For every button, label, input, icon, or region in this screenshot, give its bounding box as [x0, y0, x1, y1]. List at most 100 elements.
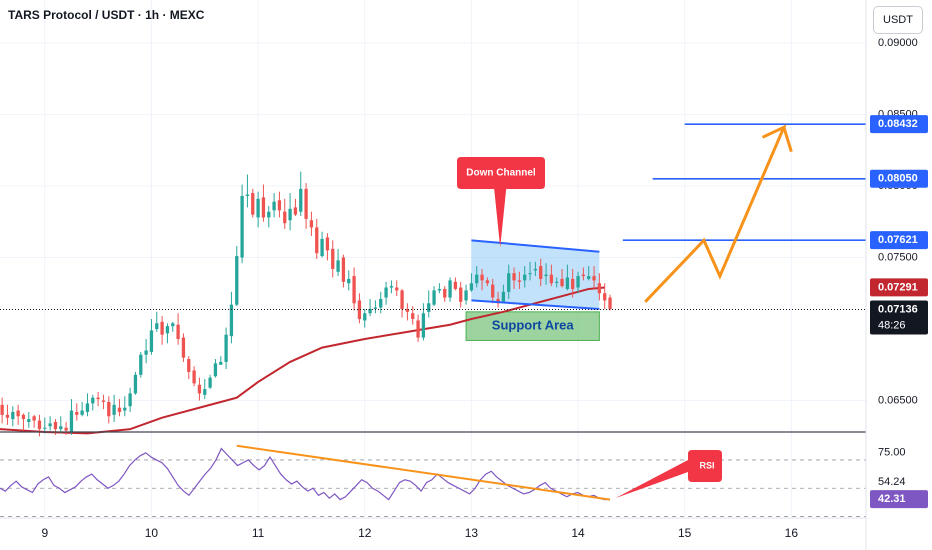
- candle-body[interactable]: [197, 384, 202, 394]
- candle-body[interactable]: [21, 414, 26, 420]
- candle-body[interactable]: [75, 411, 79, 415]
- candle-body[interactable]: [512, 273, 516, 281]
- candle-body[interactable]: [5, 414, 10, 418]
- candle-body[interactable]: [59, 426, 63, 430]
- candle-body[interactable]: [64, 427, 68, 431]
- candle-body[interactable]: [293, 207, 298, 215]
- candle-body[interactable]: [384, 287, 388, 298]
- candle-body[interactable]: [213, 363, 218, 377]
- candle-body[interactable]: [192, 370, 196, 384]
- candle-body[interactable]: [549, 274, 554, 284]
- candle-body[interactable]: [464, 290, 468, 301]
- candle-body[interactable]: [85, 403, 90, 412]
- candle-body[interactable]: [224, 334, 228, 362]
- candle-body[interactable]: [373, 307, 378, 309]
- candle-body[interactable]: [117, 407, 122, 412]
- candle-body[interactable]: [112, 404, 116, 415]
- support-area-box[interactable]: [465, 311, 600, 341]
- candle-body[interactable]: [432, 290, 436, 305]
- candle-body[interactable]: [501, 291, 506, 302]
- candle-body[interactable]: [341, 257, 346, 282]
- candle-body[interactable]: [555, 281, 559, 283]
- candle-body[interactable]: [139, 354, 143, 375]
- candle-body[interactable]: [251, 193, 255, 215]
- candle-body[interactable]: [176, 324, 180, 340]
- candle-body[interactable]: [469, 283, 474, 291]
- candle-body[interactable]: [395, 287, 399, 291]
- candle-body[interactable]: [123, 407, 127, 411]
- candle-body[interactable]: [160, 321, 164, 335]
- candle-body[interactable]: [288, 208, 292, 221]
- candle-body[interactable]: [421, 313, 426, 338]
- candle-body[interactable]: [405, 308, 410, 312]
- candle-body[interactable]: [107, 401, 111, 417]
- candle-body[interactable]: [587, 276, 591, 279]
- candle-body[interactable]: [11, 411, 15, 420]
- rsi-trendline[interactable]: [236, 444, 611, 501]
- candle-body[interactable]: [32, 416, 36, 421]
- candle-body[interactable]: [480, 274, 484, 281]
- candle-body[interactable]: [149, 330, 154, 352]
- candle-body[interactable]: [53, 421, 58, 430]
- candle-body[interactable]: [416, 320, 420, 338]
- candle-body[interactable]: [544, 274, 548, 277]
- candle-body[interactable]: [517, 280, 522, 282]
- candle-body[interactable]: [37, 420, 42, 430]
- candle-body[interactable]: [352, 276, 356, 304]
- candle-body[interactable]: [608, 297, 612, 309]
- candle-body[interactable]: [507, 273, 511, 292]
- price-pane[interactable]: Support Area Down Channel: [0, 123, 866, 437]
- candle-body[interactable]: [0, 404, 4, 415]
- candle-body[interactable]: [69, 410, 74, 432]
- candle-body[interactable]: [299, 188, 303, 212]
- candle-body[interactable]: [245, 194, 250, 196]
- candle-body[interactable]: [155, 323, 159, 330]
- candle-body[interactable]: [80, 410, 84, 415]
- candle-body[interactable]: [181, 337, 186, 358]
- candle-body[interactable]: [363, 313, 367, 321]
- candle-body[interactable]: [523, 274, 527, 281]
- candle-body[interactable]: [592, 276, 596, 281]
- rsi-pane[interactable]: RSI: [0, 444, 866, 517]
- candle-body[interactable]: [528, 273, 532, 275]
- candle-body[interactable]: [459, 287, 463, 302]
- candle-body[interactable]: [475, 274, 479, 284]
- candle-body[interactable]: [203, 389, 207, 395]
- candle-body[interactable]: [485, 280, 490, 284]
- candle-body[interactable]: [571, 278, 575, 289]
- candle-body[interactable]: [320, 238, 324, 257]
- candle-body[interactable]: [235, 256, 239, 305]
- candle-body[interactable]: [368, 308, 372, 314]
- moving-average-line[interactable]: [0, 286, 605, 435]
- candle-body[interactable]: [496, 298, 500, 304]
- channel-lower-line[interactable]: [471, 299, 600, 310]
- candle-body[interactable]: [261, 197, 266, 218]
- candle-body[interactable]: [267, 211, 271, 218]
- candle-body[interactable]: [96, 397, 100, 400]
- projection-arrow[interactable]: [644, 124, 793, 303]
- candle-body[interactable]: [411, 313, 415, 319]
- candle-body[interactable]: [283, 211, 287, 224]
- candle-body[interactable]: [133, 374, 138, 394]
- candle-body[interactable]: [272, 201, 276, 211]
- candle-body[interactable]: [491, 284, 495, 298]
- channel-upper-line[interactable]: [471, 239, 600, 253]
- candle-body[interactable]: [128, 393, 132, 407]
- candle-body[interactable]: [48, 423, 52, 427]
- candle-body[interactable]: [357, 300, 362, 319]
- candle-body[interactable]: [171, 323, 175, 327]
- candle-body[interactable]: [27, 419, 31, 422]
- candle-body[interactable]: [229, 304, 234, 337]
- candle-body[interactable]: [336, 260, 340, 272]
- candle-body[interactable]: [347, 278, 351, 284]
- candle-body[interactable]: [597, 283, 602, 294]
- currency-button[interactable]: USDT: [873, 6, 923, 34]
- candle-body[interactable]: [101, 400, 106, 402]
- candle-body[interactable]: [560, 278, 564, 287]
- candle-body[interactable]: [91, 397, 95, 404]
- candle-body[interactable]: [144, 350, 148, 355]
- candle-body[interactable]: [219, 361, 223, 365]
- candle-body[interactable]: [325, 237, 330, 251]
- candle-body[interactable]: [379, 298, 383, 308]
